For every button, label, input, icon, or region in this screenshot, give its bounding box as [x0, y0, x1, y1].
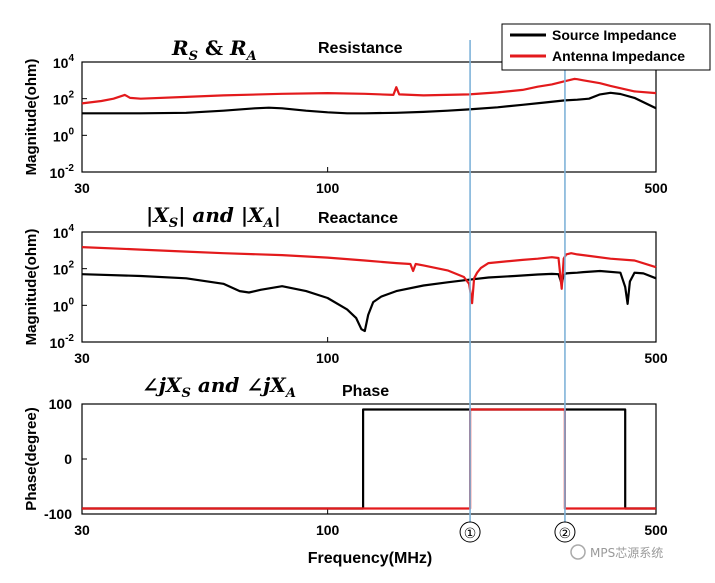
resistance-math-2: S: [189, 49, 198, 64]
phase-panel: 30 100 500 100 0 -100 Phase(degree) ∠jXS and …: [23, 373, 668, 567]
x-tick-label: 100: [316, 180, 340, 196]
y-tick-exponent: -2: [65, 333, 74, 344]
reactance-ylabel: Magnitude(ohm): [23, 229, 40, 346]
x-tick-label: 100: [316, 350, 340, 366]
reactance-title: Reactance: [318, 210, 398, 227]
y-tick-exponent: 2: [68, 90, 74, 101]
marker-circle-2: [554, 521, 576, 543]
y-tick-label: 100: [53, 126, 75, 144]
series-line-antenna-impedance: [81, 246, 657, 305]
resistance-title: Resistance: [318, 40, 403, 57]
y-tick-label: 104: [53, 223, 75, 241]
resistance-math-5: A: [245, 49, 257, 64]
y-tick-exponent: 4: [68, 223, 74, 234]
marker-label-2: ②: [559, 526, 572, 542]
resistance-ylabel: Magnitude(ohm): [23, 59, 40, 176]
x-axis-label: Frequency(MHz): [308, 550, 432, 567]
legend-label-source: Source Impedance: [552, 27, 677, 43]
phase-math-4: A: [284, 386, 296, 401]
reactance-series: [81, 246, 657, 333]
marker-circle-1: [459, 521, 481, 543]
phase-ylabel: Phase(degree): [23, 407, 40, 510]
resistance-math-title: RS & RA: [171, 36, 257, 64]
reactance-math-title: |XS| and |XA|: [146, 203, 281, 231]
x-tick-label: 500: [644, 522, 668, 538]
phase-title: Phase: [342, 383, 389, 400]
legend-label-antenna: Antenna Impedance: [552, 48, 685, 64]
y-tick-label: 10-2: [50, 163, 75, 181]
reactance-math-5: |: [274, 203, 281, 227]
y-tick-label: 104: [53, 53, 75, 71]
resistance-plot-frame: [81, 61, 657, 173]
resistance-math-1: R: [171, 36, 189, 60]
y-tick-label: 10-2: [50, 333, 75, 351]
phase-math-2: S: [182, 386, 191, 401]
y-tick-base: 10: [53, 225, 69, 241]
series-line-source-impedance: [82, 91, 657, 115]
reactance-math-2: S: [169, 216, 178, 231]
phase-math-1: ∠jX: [142, 373, 183, 397]
series-line-antenna-impedance: [81, 77, 657, 105]
y-tick-label: 100: [49, 396, 73, 412]
y-tick-base: 10: [53, 298, 69, 314]
series-line-antenna-impedance: [82, 408, 656, 510]
y-tick-label: 100: [53, 296, 75, 314]
watermark-text: MPS芯源系统: [590, 546, 663, 560]
y-tick-exponent: 0: [68, 296, 74, 307]
wechat-icon: [570, 544, 586, 560]
x-tick-label: 100: [316, 522, 340, 538]
x-tick-label: 30: [74, 350, 90, 366]
x-tick-label: 30: [74, 522, 90, 538]
y-tick-exponent: -2: [65, 163, 74, 174]
y-tick-base: 10: [50, 335, 66, 351]
phase-plot-frame: [81, 403, 657, 515]
reactance-math-1: |X: [146, 203, 170, 227]
x-tick-label: 500: [644, 180, 668, 196]
phase-grid: 30 100 500 100 0 -100: [44, 396, 668, 538]
marker-label-1: ①: [464, 526, 477, 542]
reactance-math-4: A: [262, 216, 274, 231]
y-tick-exponent: 4: [68, 53, 74, 64]
legend-box: [501, 23, 711, 71]
y-tick-base: 10: [53, 262, 69, 278]
phase-series: [82, 408, 656, 510]
y-tick-exponent: 2: [68, 260, 74, 271]
y-tick-label: -100: [44, 506, 72, 522]
series-line-source-impedance: [81, 269, 657, 333]
y-tick-label: 102: [53, 260, 75, 278]
reactance-plot-frame: [81, 231, 657, 343]
legend: Source Impedance Antenna Impedance: [501, 23, 711, 71]
reactance-math-3: | and |X: [178, 203, 265, 227]
y-tick-base: 10: [53, 55, 69, 71]
y-tick-base: 10: [53, 128, 69, 144]
y-tick-exponent: 0: [68, 126, 74, 137]
resistance-math-4: R: [229, 36, 247, 60]
phase-math-3: and ∠jX: [191, 373, 287, 397]
watermark: MPS芯源系统: [570, 544, 663, 560]
resistance-math-3: &: [198, 36, 230, 60]
y-tick-label: 102: [53, 90, 75, 108]
phase-math-title: ∠jXS and ∠jXA: [142, 373, 296, 401]
y-tick-base: 10: [50, 165, 66, 181]
x-tick-label: 500: [644, 350, 668, 366]
x-tick-label: 30: [74, 180, 90, 196]
y-tick-base: 10: [53, 92, 69, 108]
y-tick-label: 0: [64, 451, 72, 467]
resistance-series: [81, 77, 657, 115]
